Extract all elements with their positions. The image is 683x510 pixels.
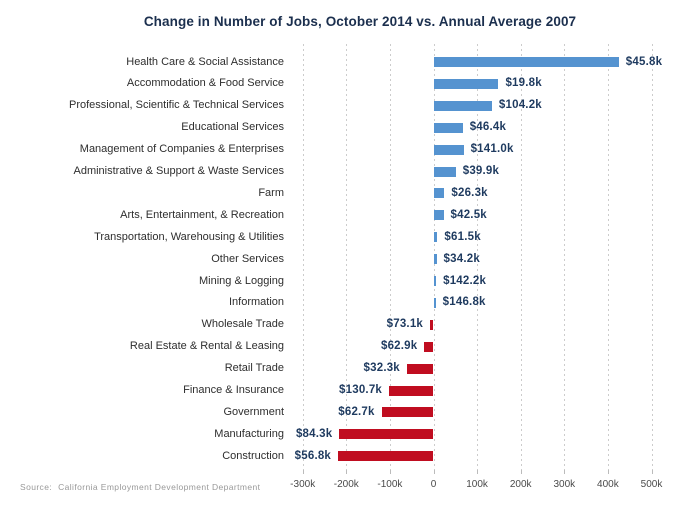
positive-bar (433, 144, 464, 155)
chart-title: Change in Number of Jobs, October 2014 v… (143, 14, 577, 29)
value-label: $73.1k (386, 318, 424, 331)
positive-bar (433, 254, 437, 265)
axis-tickmark (564, 470, 566, 474)
gridline (651, 44, 653, 470)
x-tick-label: 300k (553, 479, 576, 490)
value-label: $141.0k (470, 143, 514, 156)
value-label: $46.4k (469, 121, 507, 134)
gridline (564, 44, 566, 470)
positive-bar (433, 122, 463, 133)
category-label: Farm (258, 186, 284, 199)
negative-bar (430, 319, 434, 330)
negative-bar (389, 385, 434, 396)
value-label: $104.2k (498, 99, 542, 112)
positive-bar (433, 232, 438, 243)
x-tick-label: 200k (509, 479, 532, 490)
category-label: Construction (222, 449, 284, 462)
category-label: Manufacturing (214, 427, 284, 440)
axis-tickmark (302, 470, 304, 474)
category-label: Government (223, 405, 284, 418)
axis-tickmark (477, 470, 479, 474)
negative-bar (339, 429, 434, 440)
negative-bar (338, 451, 434, 462)
positive-bar (433, 166, 456, 177)
positive-bar (433, 210, 444, 221)
value-label: $62.7k (338, 405, 375, 418)
gridline (302, 44, 304, 470)
source-text: California Employment Development Depart… (58, 482, 261, 492)
category-label: Transportation, Warehousing & Utilities (94, 230, 284, 243)
x-tick-label: -100k (377, 479, 403, 490)
category-label: Professional, Scientific & Technical Ser… (68, 99, 284, 112)
category-label: Information (228, 296, 284, 309)
x-tick-label: -300k (290, 479, 316, 490)
x-tick-label: -200k (333, 479, 359, 490)
category-label: Administrative & Support & Waste Service… (73, 165, 284, 177)
category-label: Wholesale Trade (201, 318, 284, 331)
value-label: $39.9k (462, 165, 500, 177)
value-label: $34.2k (443, 252, 480, 265)
positive-bar (433, 297, 436, 308)
category-label: Educational Services (181, 121, 284, 134)
source-label: Source: (20, 482, 53, 492)
positive-bar (433, 188, 445, 199)
gridline (607, 44, 609, 470)
category-label: Management of Companies & Enterprises (79, 143, 284, 156)
x-tick-label: 500k (640, 479, 663, 490)
value-label: $61.5k (444, 230, 481, 243)
value-label: $32.3k (363, 362, 400, 375)
value-label: $26.3k (451, 186, 488, 199)
value-label: $62.9k (380, 340, 418, 353)
negative-bar (381, 407, 434, 418)
source-note: Source: California Employment Development… (20, 482, 260, 492)
axis-tickmark (389, 470, 391, 474)
value-label: $19.8k (505, 77, 542, 90)
value-label: $146.8k (442, 296, 486, 309)
gridline (389, 44, 391, 470)
positive-bar (433, 78, 499, 89)
gridline (477, 44, 479, 470)
positive-bar (433, 57, 619, 67)
positive-bar (433, 100, 492, 111)
value-label: $142.2k (443, 274, 487, 287)
category-label: Arts, Entertainment, & Recreation (120, 208, 284, 221)
axis-tickmark (607, 470, 609, 474)
positive-bar (433, 276, 437, 286)
negative-bar (406, 363, 434, 374)
gridline (346, 44, 348, 470)
x-tick-label: 400k (597, 479, 619, 490)
category-label: Retail Trade (224, 362, 284, 375)
axis-tickmark (346, 470, 348, 474)
value-label: $130.7k (339, 384, 383, 396)
category-label: Health Care & Social Assistance (126, 55, 284, 68)
value-label: $56.8k (294, 449, 332, 462)
category-label: Real Estate & Rental & Leasing (129, 340, 284, 353)
category-label: Other Services (211, 252, 284, 265)
x-tick-label: 100k (466, 479, 488, 490)
category-label: Accommodation & Food Service (126, 77, 284, 90)
value-label: $45.8k (625, 55, 663, 68)
gridline (520, 44, 522, 470)
axis-tickmark (651, 470, 653, 474)
value-label: $42.5k (450, 208, 487, 221)
value-label: $84.3k (295, 427, 333, 440)
x-tick-label: 0 (430, 479, 437, 490)
category-label: Mining & Logging (198, 274, 284, 287)
negative-bar (424, 341, 434, 352)
axis-tickmark (433, 470, 435, 474)
axis-tickmark (520, 470, 522, 474)
category-label: Finance & Insurance (183, 384, 284, 396)
